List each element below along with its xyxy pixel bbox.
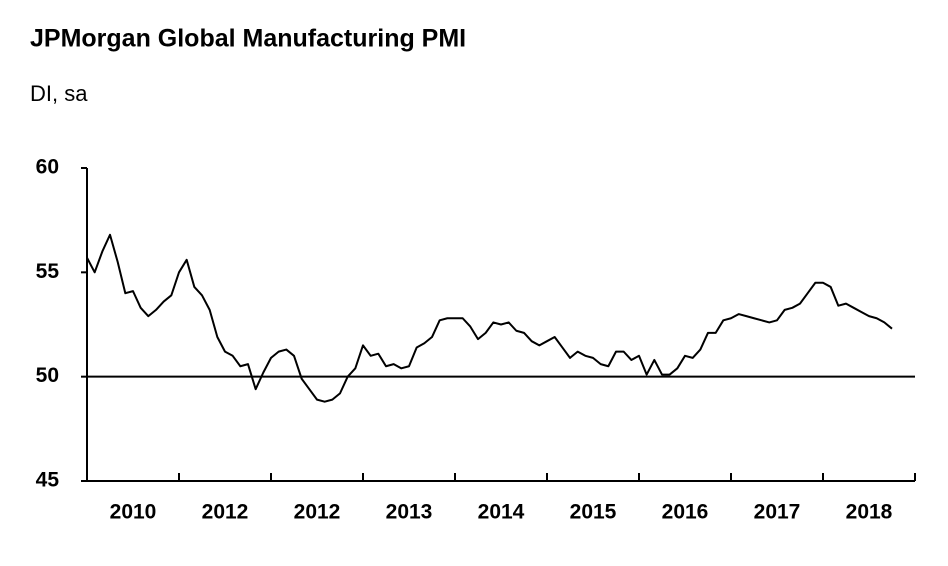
x-tick-label: 2015	[570, 501, 617, 524]
chart-title: JPMorgan Global Manufacturing PMI	[30, 25, 466, 53]
chart-subtitle: DI, sa	[30, 81, 88, 106]
x-tick-label: 2013	[386, 501, 433, 524]
y-tick-label: 50	[36, 364, 59, 387]
x-tick-label: 2012	[202, 501, 249, 524]
x-tick-label: 2014	[478, 501, 525, 524]
y-tick-label: 55	[36, 260, 60, 283]
x-tick-label: 2012	[294, 501, 341, 524]
line-series	[86, 233, 893, 403]
x-tick-label: 2010	[110, 501, 157, 524]
x-tick-label: 2017	[754, 501, 801, 524]
x-tick-label: 2016	[662, 501, 709, 524]
x-tick-label: 2018	[846, 501, 893, 524]
y-tick-label: 45	[36, 469, 60, 492]
y-tick-label: 60	[36, 156, 59, 179]
